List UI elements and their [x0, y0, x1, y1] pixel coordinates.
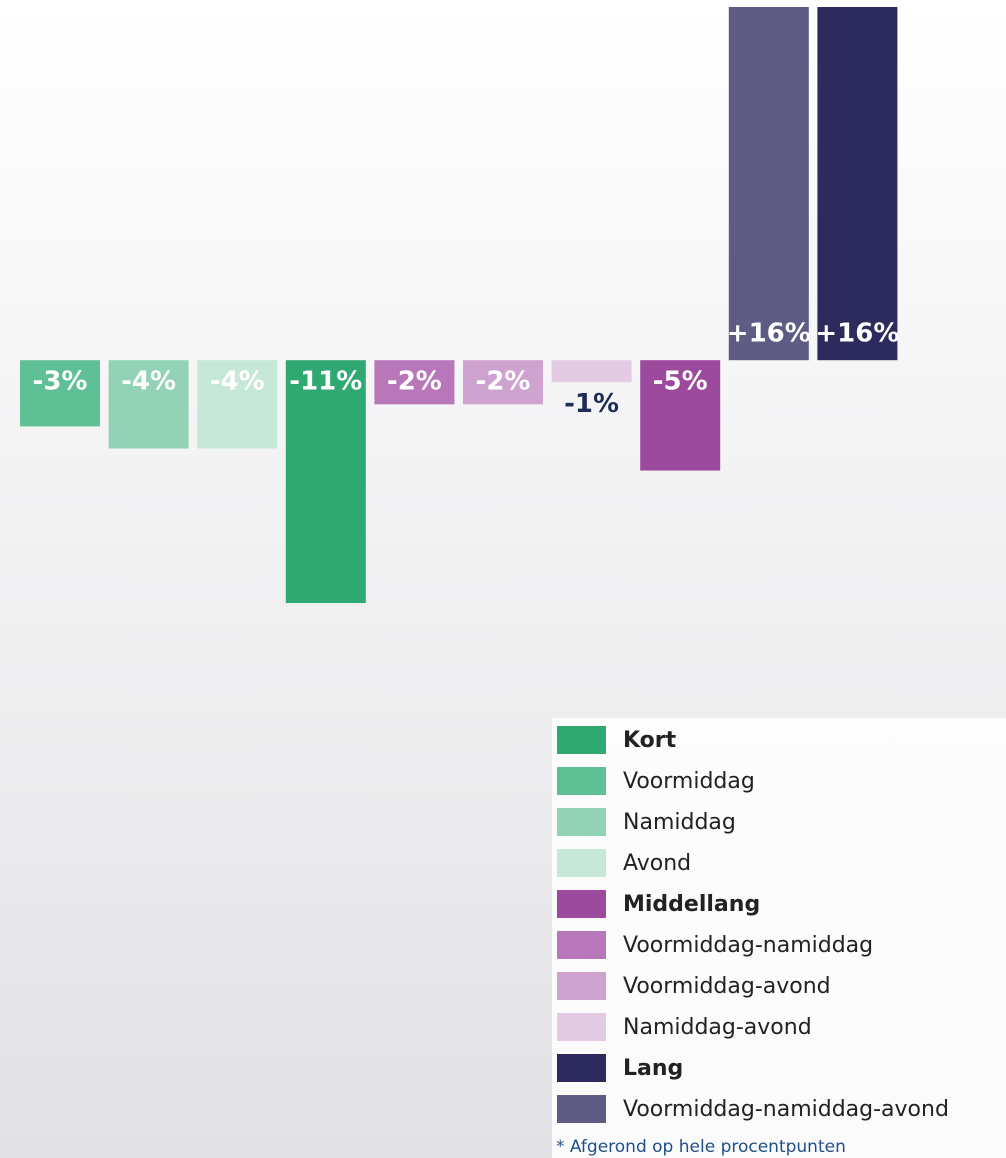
- legend-label: Voormiddag: [623, 769, 755, 794]
- value-label: -4%: [210, 367, 265, 397]
- legend-label: Avond: [623, 851, 691, 876]
- legend-label: Kort: [623, 728, 677, 753]
- chart: * Afgerond op hele procentpunten -3%-4%-…: [0, 0, 1006, 1158]
- bar: [817, 7, 897, 360]
- legend-swatch: [557, 1054, 606, 1082]
- value-label: -2%: [476, 367, 531, 397]
- legend-swatch: [557, 890, 606, 918]
- legend-swatch: [557, 1095, 606, 1123]
- legend-swatch: [557, 808, 606, 836]
- value-label: -2%: [387, 367, 442, 397]
- value-label: +16%: [815, 319, 899, 349]
- legend-label: Voormiddag-namiddag: [623, 933, 873, 958]
- legend-label: Lang: [623, 1056, 683, 1081]
- legend-label: Middellang: [623, 892, 760, 917]
- bar: [729, 7, 809, 360]
- legend-label: Namiddag: [623, 810, 736, 835]
- value-label: +16%: [727, 319, 811, 349]
- value-label: -3%: [33, 367, 88, 397]
- value-label: -1%: [564, 389, 619, 419]
- legend-label: Voormiddag-avond: [623, 974, 831, 999]
- value-label: -4%: [121, 367, 176, 397]
- legend-swatch: [557, 931, 606, 959]
- legend-swatch: [557, 972, 606, 1000]
- legend-label: Voormiddag-namiddag-avond: [623, 1097, 949, 1122]
- bar: [552, 360, 632, 382]
- legend-swatch: [557, 767, 606, 795]
- value-label: -11%: [289, 367, 362, 397]
- legend-swatch: [557, 726, 606, 754]
- legend-swatch: [557, 1013, 606, 1041]
- footnote: * Afgerond op hele procentpunten: [556, 1137, 846, 1157]
- value-label: -5%: [653, 367, 708, 397]
- legend-label: Namiddag-avond: [623, 1015, 812, 1040]
- legend-swatch: [557, 849, 606, 877]
